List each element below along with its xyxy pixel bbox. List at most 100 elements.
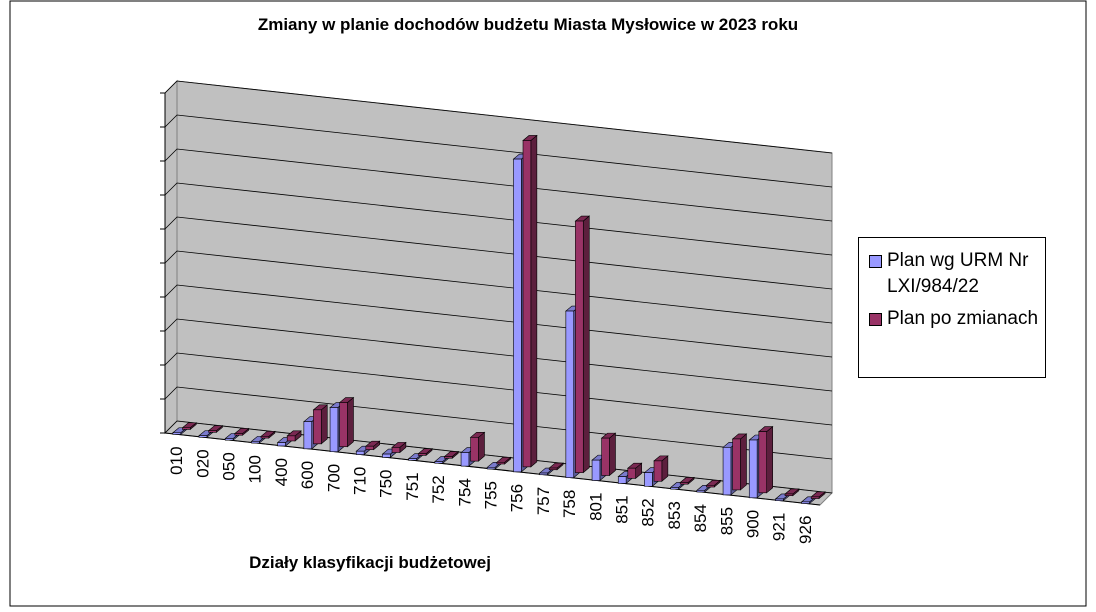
- bar: [696, 490, 706, 493]
- grid-line: [164, 284, 833, 358]
- bar: [313, 409, 322, 445]
- x-tick-label: 754: [455, 478, 474, 506]
- bar: [234, 433, 243, 436]
- x-tick-label: 852: [639, 498, 658, 526]
- bar: [460, 452, 470, 467]
- bar: [329, 407, 339, 453]
- bar: [670, 487, 679, 490]
- x-axis-label: Działy klasyfikacji budżetowej: [249, 553, 491, 572]
- bar: [722, 447, 732, 496]
- bar: [303, 421, 313, 450]
- grid-line: [164, 148, 833, 222]
- bar: [522, 140, 532, 468]
- x-tick-label: 710: [351, 467, 370, 495]
- bar-side: [609, 432, 616, 477]
- bar: [486, 466, 496, 470]
- legend: Plan wg URM Nr LXI/984/22 Plan po zmianac…: [858, 237, 1046, 378]
- bar: [224, 438, 234, 441]
- x-tick-label: 855: [717, 507, 736, 535]
- x-tick-label: 752: [429, 475, 448, 503]
- bar: [208, 430, 217, 433]
- x-tick-label: 757: [534, 487, 553, 515]
- bar: [277, 442, 286, 447]
- grid-line: [164, 114, 833, 188]
- bar: [198, 435, 208, 438]
- x-tick-label: 926: [796, 516, 815, 544]
- bar: [617, 476, 627, 484]
- bar: [644, 472, 653, 487]
- bar: [444, 456, 453, 459]
- x-tick-label: 700: [324, 464, 343, 492]
- x-tick-label: 756: [508, 484, 527, 512]
- chart-title: Zmiany w planie dochodów budżetu Miasta …: [258, 15, 798, 34]
- x-tick-label: 853: [665, 501, 684, 529]
- bar: [810, 496, 820, 499]
- bar: [591, 459, 601, 481]
- bar: [679, 482, 689, 485]
- x-tick-label: 100: [246, 455, 265, 483]
- bar: [565, 310, 575, 478]
- bar-side: [582, 215, 590, 474]
- grid-line: [164, 318, 833, 392]
- x-tick-label: 921: [770, 513, 789, 541]
- bar: [539, 472, 548, 476]
- bar: [434, 461, 444, 464]
- bar: [758, 431, 767, 494]
- bar: [653, 460, 663, 482]
- x-tick-label: 851: [613, 495, 632, 523]
- legend-item: Plan po zmianach: [865, 306, 1039, 332]
- legend-label: Plan wg URM Nr LXI/984/22: [887, 250, 1029, 297]
- x-tick-label: 801: [586, 493, 605, 521]
- bar: [732, 438, 741, 491]
- bar: [575, 220, 584, 473]
- x-tick-label: 755: [482, 481, 501, 509]
- bar: [251, 441, 260, 444]
- grid-line: [164, 216, 833, 290]
- legend-swatch: [869, 255, 882, 268]
- bar: [496, 461, 505, 465]
- legend-item: Plan wg URM Nr LXI/984/22: [865, 248, 1039, 300]
- bar: [748, 439, 758, 499]
- bar: [706, 485, 715, 488]
- x-tick-label: 854: [691, 504, 710, 532]
- legend-swatch: [869, 313, 882, 326]
- x-tick-label: 010: [167, 446, 186, 474]
- x-tick-label: 050: [220, 452, 239, 480]
- bar: [182, 427, 191, 430]
- bar: [513, 158, 522, 473]
- bar: [365, 445, 374, 450]
- x-tick-label: 020: [193, 449, 212, 477]
- bar: [601, 437, 610, 476]
- bar: [382, 453, 391, 458]
- x-tick-label: 900: [744, 510, 763, 538]
- bar: [784, 493, 794, 496]
- x-tick-label: 750: [377, 469, 396, 497]
- bar: [339, 402, 348, 448]
- bar-side: [530, 134, 538, 468]
- bar: [548, 467, 558, 471]
- bar-side: [320, 404, 328, 445]
- bar: [417, 453, 427, 456]
- x-tick-label: 758: [560, 490, 579, 518]
- bar-side: [347, 396, 354, 448]
- x-tick-label: 751: [403, 472, 422, 500]
- bar: [286, 435, 296, 442]
- bar-side: [766, 425, 773, 494]
- bar: [355, 450, 365, 455]
- bar: [172, 432, 182, 435]
- bar: [627, 467, 636, 479]
- bar: [260, 436, 270, 439]
- bar: [391, 447, 401, 453]
- grid-line: [164, 80, 833, 154]
- grid-line: [164, 250, 833, 324]
- bar: [408, 458, 417, 461]
- bar: [775, 498, 784, 501]
- bar: [801, 501, 810, 504]
- bar: [470, 437, 479, 462]
- legend-label: Plan po zmianach: [887, 308, 1039, 329]
- grid-line: [164, 352, 833, 426]
- x-tick-label: 600: [298, 461, 317, 489]
- x-tick-label: 400: [272, 458, 291, 486]
- grid-line: [164, 182, 833, 256]
